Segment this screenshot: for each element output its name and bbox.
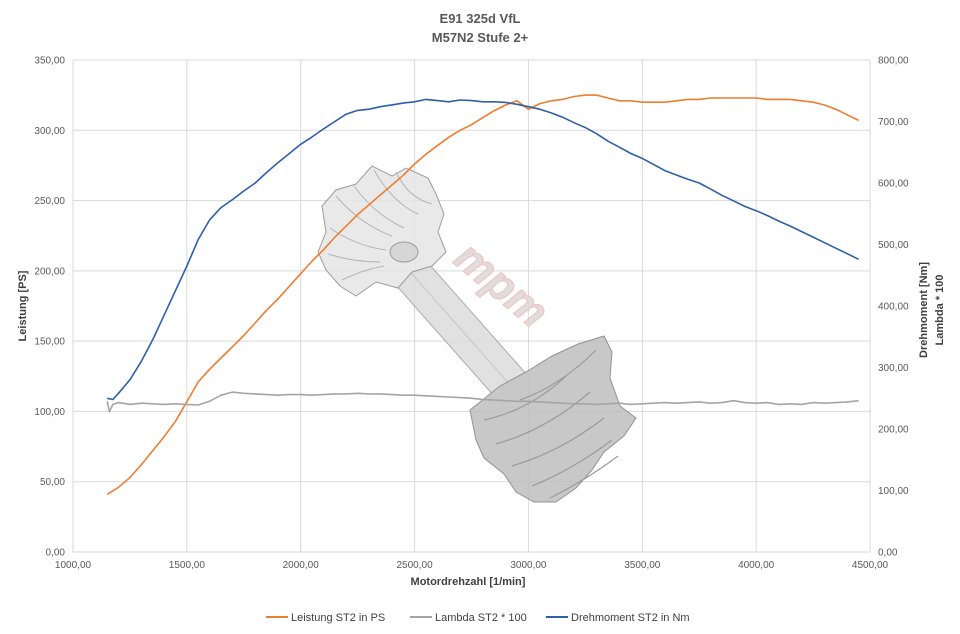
x-tick-label: 4000,00 (738, 560, 775, 571)
x-tick-label: 2000,00 (283, 560, 320, 571)
y2-tick-label: 100,00 (878, 486, 909, 497)
x-tick-label: 2500,00 (396, 560, 433, 571)
y-tick-label: 250,00 (34, 196, 65, 207)
y2-tick-label: 500,00 (878, 240, 909, 251)
y2-tick-label: 800,00 (878, 56, 909, 67)
y2-tick-label: 400,00 (878, 302, 909, 313)
y2-tick-label: 0,00 (878, 548, 898, 559)
y-axis-label: Leistung [PS] (17, 270, 29, 341)
chart-subtitle: M57N2 Stufe 2+ (432, 30, 529, 45)
y-tick-label: 50,00 (40, 477, 65, 488)
y-tick-label: 350,00 (34, 56, 65, 67)
x-tick-label: 3500,00 (624, 560, 661, 571)
y-tick-label: 200,00 (34, 266, 65, 277)
y2-tick-label: 300,00 (878, 363, 909, 374)
x-tick-label: 1500,00 (169, 560, 206, 571)
x-axis-label: Motordrehzahl [1/min] (411, 576, 526, 588)
x-tick-label: 4500,00 (852, 560, 889, 571)
y-tick-label: 0,00 (46, 548, 66, 559)
y2-axis-label-lambda: Lambda * 100 (934, 275, 946, 346)
y2-tick-label: 700,00 (878, 117, 909, 128)
legend: Leistung ST2 in PS Lambda ST2 * 100 Drehmo… (266, 612, 690, 624)
chart-title: E91 325d VfL (440, 11, 521, 26)
x-tick-label: 1000,00 (55, 560, 92, 571)
y2-tick-label: 200,00 (878, 425, 909, 436)
y2-axis-label-torque: Drehmoment [Nm] (918, 262, 930, 358)
legend-label-leistung: Leistung ST2 in PS (291, 612, 385, 624)
y2-tick-label: 600,00 (878, 179, 909, 190)
gridlines (72, 59, 871, 553)
series-line-leistung (106, 94, 859, 496)
x-tick-label: 3000,00 (510, 560, 547, 571)
plot-lines (106, 94, 859, 496)
y-tick-label: 300,00 (34, 126, 65, 137)
legend-label-drehmoment: Drehmoment ST2 in Nm (571, 612, 690, 624)
compressor-wheel-graphic (317, 165, 447, 297)
y-tick-label: 100,00 (34, 407, 65, 418)
series-line-lambda (106, 391, 859, 413)
y-tick-label: 150,00 (34, 337, 65, 348)
legend-label-lambda: Lambda ST2 * 100 (435, 612, 527, 624)
tick-labels: 1000,00 1500,00 2000,00 2500,00 3000,00 3500,… (34, 56, 909, 572)
turbine-wheel-graphic (469, 335, 637, 503)
series-line-drehmoment (107, 98, 859, 401)
